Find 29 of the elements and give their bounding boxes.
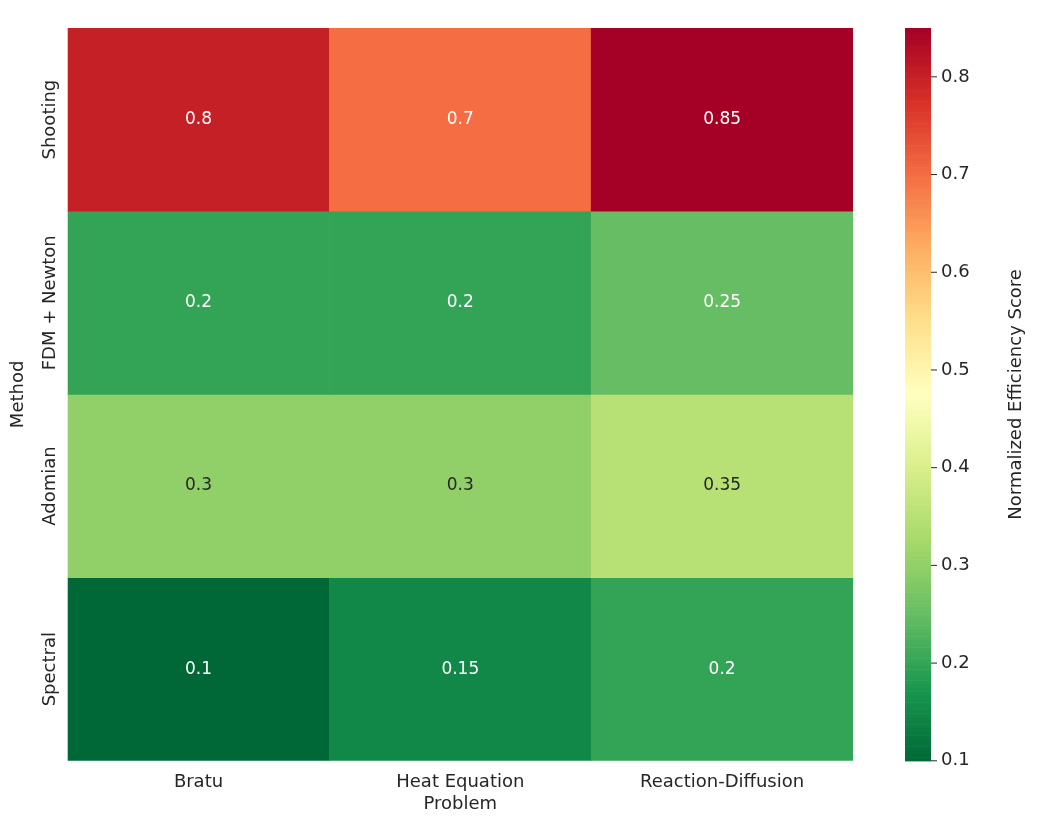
data-label: 0.35 — [703, 474, 742, 495]
color-bar-label: 0.3 — [941, 553, 970, 575]
y-tick-label: Adomian — [38, 446, 60, 526]
y-tick-label: Shooting — [38, 79, 60, 160]
data-label: 0.7 — [446, 108, 474, 129]
data-label: 0.2 — [708, 657, 736, 678]
data-label: 0.2 — [184, 291, 213, 312]
color-bar-title: Normalized Efficiency Score — [1003, 269, 1025, 520]
data-label: 0.3 — [184, 474, 213, 495]
x-tick-label: Bratu — [173, 770, 224, 792]
color-bar-label: 0.8 — [941, 64, 970, 86]
y-tick-label: Spectral — [38, 632, 60, 707]
color-bar-label: 0.5 — [941, 357, 970, 379]
data-label: 0.15 — [441, 657, 480, 678]
data-label: 0.1 — [184, 657, 213, 678]
color-bar-label: 0.6 — [941, 259, 970, 281]
color-bar-label: 0.7 — [941, 162, 970, 184]
x-tick-label: Reaction-Diffusion — [640, 770, 805, 792]
color-bar-label: 0.4 — [941, 455, 970, 477]
data-label: 0.25 — [703, 291, 742, 312]
data-label: 0.8 — [184, 108, 213, 129]
color-bar-label: 0.1 — [941, 748, 970, 770]
data-label: 0.3 — [446, 474, 474, 495]
color-bar-label: 0.2 — [941, 650, 970, 672]
data-label: 0.2 — [446, 291, 474, 312]
y-tick-label: FDM + Newton — [38, 235, 60, 371]
data-label: 0.85 — [703, 108, 742, 129]
x-tick-label: Heat Equation Problem — [396, 770, 525, 813]
y-axis-title: Method — [6, 360, 28, 429]
